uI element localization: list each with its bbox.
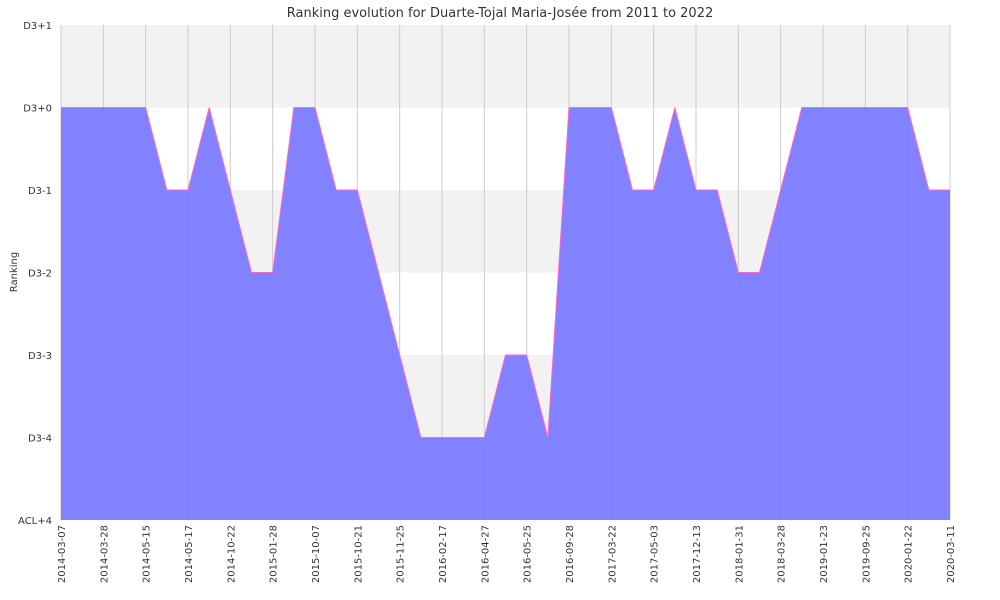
x-tick-label: 2019-01-23 <box>819 525 830 583</box>
x-tick-label: 2015-01-28 <box>269 525 280 583</box>
x-tick-label: 2016-04-27 <box>480 525 491 583</box>
x-tick-label: 2016-09-28 <box>565 525 576 583</box>
x-tick-label: 2015-11-25 <box>396 525 407 583</box>
x-tick-label: 2014-10-22 <box>226 525 237 583</box>
y-tick-labels: D3+1 D3+0 D3-1 D3-2 D3-3 D3-4 ACL+4 <box>18 21 52 527</box>
x-tick-label: 2015-10-21 <box>353 525 364 583</box>
x-tick-label: 2016-02-17 <box>438 525 449 583</box>
y-tick-label: D3-1 <box>28 186 52 197</box>
x-tick-label: 2014-03-07 <box>57 525 68 583</box>
x-tick-label: 2016-05-25 <box>523 525 534 583</box>
background-band <box>61 25 950 108</box>
x-tick-label: 2014-03-28 <box>99 525 110 583</box>
x-tick-label: 2020-03-11 <box>946 525 957 583</box>
x-tick-label: 2019-09-25 <box>861 525 872 583</box>
y-axis-label: Ranking <box>9 252 20 292</box>
y-tick-label: D3-2 <box>28 269 52 280</box>
x-tick-label: 2017-03-22 <box>607 525 618 583</box>
x-tick-label: 2017-05-03 <box>650 525 661 583</box>
x-tick-label: 2020-01-22 <box>904 525 915 583</box>
chart-title: Ranking evolution for Duarte-Tojal Maria… <box>287 6 714 21</box>
y-tick-label: D3+1 <box>23 21 52 32</box>
x-tick-label: 2015-10-07 <box>311 525 322 583</box>
x-tick-label: 2017-12-13 <box>692 525 703 583</box>
ranking-area <box>61 107 950 520</box>
y-tick-label: D3-4 <box>28 434 52 445</box>
x-tick-label: 2018-01-31 <box>734 525 745 583</box>
x-tick-label: 2018-03-28 <box>777 525 788 583</box>
y-tick-label: D3+0 <box>23 104 52 115</box>
y-tick-label: D3-3 <box>28 351 52 362</box>
y-tick-label: ACL+4 <box>18 516 52 527</box>
ranking-line <box>61 107 950 438</box>
x-tick-labels: 2014-03-07 2014-03-28 2014-05-15 2014-05-17… <box>57 525 957 583</box>
ranking-area-fill <box>61 107 950 520</box>
x-tick-label: 2014-05-17 <box>184 525 195 583</box>
x-tick-label: 2014-05-15 <box>142 525 153 583</box>
